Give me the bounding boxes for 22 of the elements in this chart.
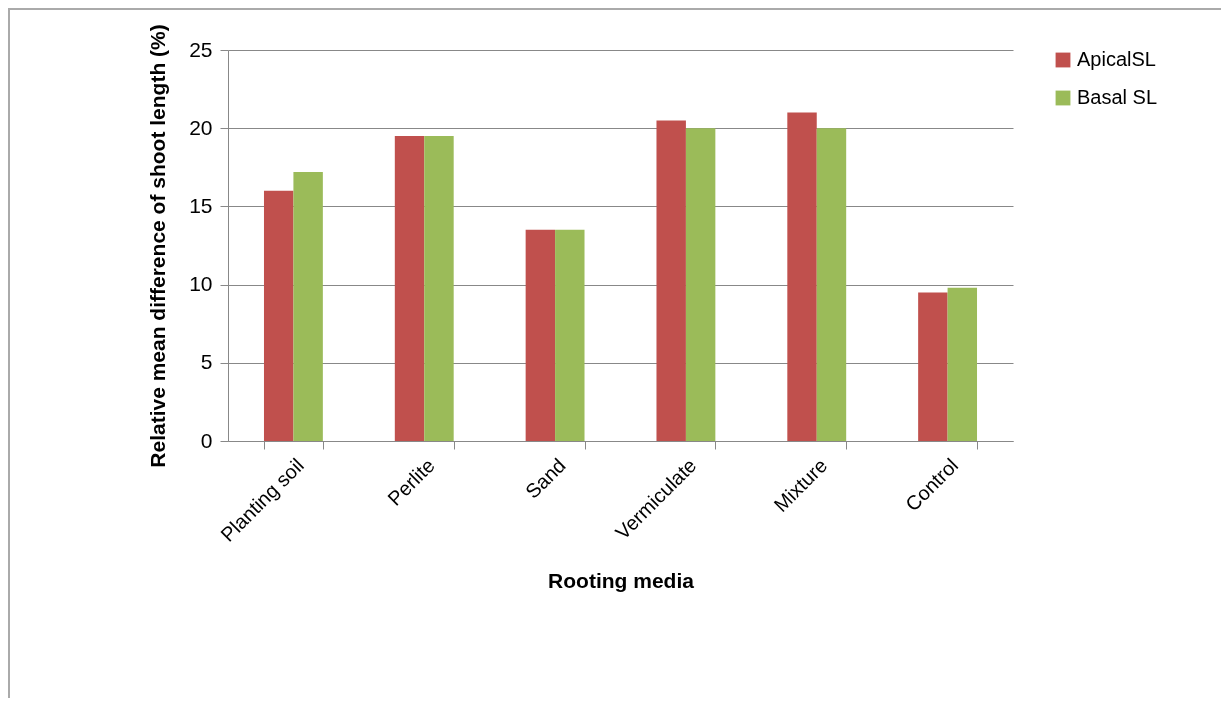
y-tick-label: 10 [189,272,213,296]
bar [293,171,323,441]
bar [918,292,948,441]
legend-label: Basal SL [1077,86,1158,108]
y-tick-label: 0 [200,428,213,452]
bar [263,190,294,441]
bar [787,112,817,441]
bar [525,229,556,441]
bar [394,136,425,441]
bar [947,287,978,441]
y-axis-title: Relative mean difference of shoot length (%) [146,24,170,468]
bar [816,128,847,441]
y-tick-label: 15 [189,193,213,217]
bar [424,136,454,441]
bar [656,120,686,441]
legend-label: ApicalSL [1077,48,1156,70]
y-tick-label: 25 [189,37,213,61]
bar [685,128,716,441]
x-axis-title: Rooting media [548,568,695,592]
bar [555,229,585,441]
y-tick-label: 5 [200,350,213,374]
y-tick-label: 20 [189,115,213,139]
